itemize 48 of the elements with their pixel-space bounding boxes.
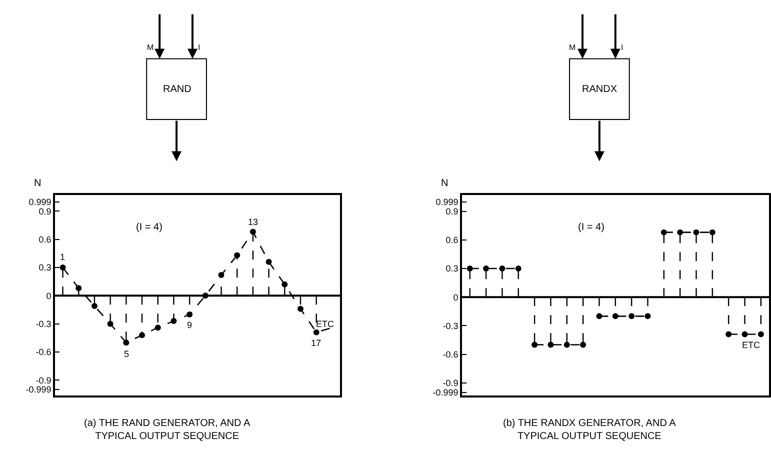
text: M	[569, 43, 576, 52]
point	[644, 313, 651, 320]
point	[483, 266, 490, 272]
text: (a) THE RAND GENERATOR, AND A TYPICAL OUTPUT SEQUENCE	[84, 418, 250, 442]
text: I	[621, 43, 624, 52]
point	[313, 329, 320, 336]
text: (b) THE RANDX GENERATOR, AND A TYPICAL OUTPUT SEQUENCE	[503, 418, 676, 442]
y-tick-label: -0.3	[442, 320, 458, 331]
annotation: ETC	[742, 340, 760, 350]
point	[548, 342, 554, 348]
y-tick-label: -0.9	[442, 378, 458, 388]
text: RANDX	[582, 84, 618, 95]
annotation: 13	[248, 217, 258, 227]
y-tick-label: 0.6	[446, 235, 458, 246]
y-tick-label: 0	[46, 290, 52, 301]
y-tick-label: -0.6	[36, 347, 52, 358]
point	[564, 342, 570, 348]
annotation: ETC	[316, 319, 334, 329]
text: RAND	[163, 84, 192, 95]
y-tick-label: 0.9	[446, 206, 458, 216]
annotation: 17	[311, 338, 322, 348]
y-tick-label: -0.999	[26, 384, 52, 395]
annotation: (I = 4)	[136, 222, 162, 233]
annotation: 5	[124, 349, 130, 359]
point	[628, 313, 635, 320]
y-tick-label: 0.9	[38, 206, 52, 216]
y-tick-label: -0.999	[432, 387, 458, 398]
y-tick-label: -0.6	[442, 349, 458, 360]
y-tick-label: -0.9	[36, 375, 52, 386]
point	[709, 229, 716, 236]
annotation: 9	[187, 320, 192, 330]
y-tick-label: 0.999	[436, 197, 458, 208]
point	[515, 266, 522, 272]
point	[580, 342, 586, 348]
text: M	[147, 43, 154, 52]
annotation: (I = 4)	[578, 222, 604, 233]
y-axis-title: N	[34, 178, 42, 189]
y-tick-label: 0.3	[446, 264, 458, 274]
annotation: 1	[60, 252, 66, 262]
y-axis-title: N	[441, 178, 448, 189]
text: I	[198, 43, 200, 52]
y-tick-label: 0	[453, 292, 458, 302]
y-tick-label: -0.3	[36, 319, 52, 330]
y-tick-label: 0.6	[38, 234, 52, 244]
y-tick-label: 0.3	[38, 262, 52, 273]
point	[758, 331, 764, 338]
y-tick-label: 0.999	[28, 196, 52, 207]
point	[91, 303, 98, 310]
